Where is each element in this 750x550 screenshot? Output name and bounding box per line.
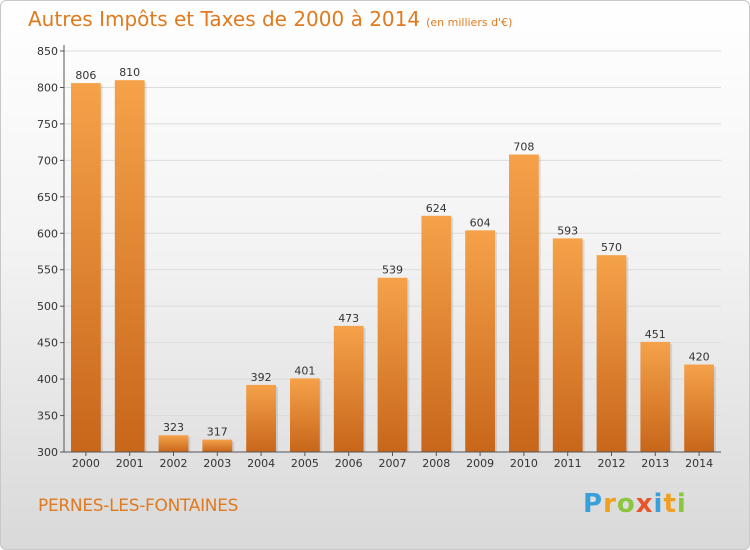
x-tick-label: 2009 bbox=[466, 457, 494, 470]
x-tick-label: 2001 bbox=[116, 457, 144, 470]
y-tick-label: 550 bbox=[37, 264, 58, 277]
x-tick-label: 2004 bbox=[247, 457, 275, 470]
bar bbox=[465, 230, 495, 452]
y-tick-label: 450 bbox=[37, 337, 58, 350]
bar-value-label: 420 bbox=[689, 351, 710, 364]
chart-title-main: Autres Impôts et Taxes de 2000 à 2014 bbox=[28, 7, 421, 31]
bar-value-label: 323 bbox=[163, 421, 184, 434]
commune-name: PERNES-LES-FONTAINES bbox=[38, 496, 239, 516]
y-tick-label: 400 bbox=[37, 373, 58, 386]
bar-value-label: 451 bbox=[645, 328, 666, 341]
bar-value-label: 401 bbox=[294, 364, 315, 377]
bar bbox=[114, 80, 145, 452]
bar bbox=[552, 238, 583, 452]
bar-value-label: 604 bbox=[470, 216, 491, 229]
bar bbox=[158, 435, 189, 452]
y-tick-label: 800 bbox=[37, 81, 58, 94]
bar bbox=[246, 384, 276, 452]
bar-value-label: 392 bbox=[251, 371, 272, 384]
bar-value-label: 708 bbox=[513, 141, 534, 154]
x-tick-label: 2008 bbox=[422, 457, 450, 470]
x-tick-label: 2003 bbox=[203, 457, 231, 470]
y-tick-label: 650 bbox=[37, 191, 58, 204]
bar bbox=[640, 341, 671, 452]
bar bbox=[333, 325, 364, 452]
logo-letter: o bbox=[616, 489, 636, 519]
logo-letter: P bbox=[583, 489, 604, 519]
logo-letter: x bbox=[635, 489, 654, 519]
bar-value-label: 317 bbox=[207, 426, 228, 439]
chart-title-unit: (en milliers d'€) bbox=[426, 16, 513, 29]
bar bbox=[421, 215, 452, 452]
x-tick-label: 2005 bbox=[291, 457, 319, 470]
bar bbox=[290, 378, 320, 452]
bar-value-label: 593 bbox=[557, 224, 578, 237]
bar bbox=[509, 154, 539, 452]
x-tick-label: 2000 bbox=[72, 457, 100, 470]
bar-value-label: 473 bbox=[338, 312, 359, 325]
x-tick-label: 2013 bbox=[641, 457, 669, 470]
bar-value-label: 570 bbox=[601, 241, 622, 254]
x-tick-label: 2014 bbox=[685, 457, 713, 470]
bar-value-label: 624 bbox=[426, 202, 447, 215]
x-tick-label: 2011 bbox=[554, 457, 582, 470]
x-tick-label: 2006 bbox=[335, 457, 363, 470]
y-tick-label: 600 bbox=[37, 227, 58, 240]
bar-value-label: 539 bbox=[382, 264, 403, 277]
x-tick-label: 2010 bbox=[510, 457, 538, 470]
bar bbox=[202, 439, 233, 452]
y-tick-label: 500 bbox=[37, 300, 58, 313]
y-tick-label: 850 bbox=[37, 45, 58, 58]
bar bbox=[71, 83, 101, 452]
logo-letter: t bbox=[663, 489, 677, 519]
y-tick-label: 300 bbox=[37, 446, 58, 459]
bar bbox=[377, 277, 408, 452]
x-tick-label: 2007 bbox=[379, 457, 407, 470]
y-tick-label: 700 bbox=[37, 154, 58, 167]
chart-title: Autres Impôts et Taxes de 2000 à 2014 (en… bbox=[28, 7, 512, 31]
y-tick-label: 350 bbox=[37, 410, 58, 423]
x-tick-label: 2002 bbox=[160, 457, 188, 470]
x-tick-label: 2012 bbox=[598, 457, 626, 470]
logo-letter: i bbox=[653, 489, 664, 519]
logo-letter: i bbox=[676, 489, 687, 519]
bar bbox=[596, 255, 627, 452]
logo-letter: r bbox=[603, 489, 617, 519]
proxiti-logo: Proxiti bbox=[583, 489, 687, 519]
bar-value-label: 810 bbox=[119, 66, 140, 79]
bar-value-label: 806 bbox=[75, 69, 96, 82]
y-tick-label: 750 bbox=[37, 118, 58, 131]
bar bbox=[684, 364, 714, 452]
